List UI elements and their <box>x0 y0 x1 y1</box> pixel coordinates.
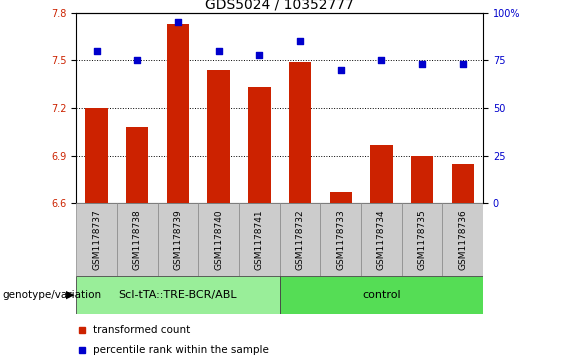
Bar <box>117 203 158 276</box>
Bar <box>126 127 149 203</box>
Bar <box>76 203 117 276</box>
Bar <box>239 203 280 276</box>
Text: GSM1178739: GSM1178739 <box>173 209 182 270</box>
Text: GSM1178736: GSM1178736 <box>458 209 467 270</box>
Bar <box>402 203 442 276</box>
Bar <box>329 192 352 203</box>
Bar <box>76 276 280 314</box>
Point <box>133 57 142 63</box>
Bar <box>167 24 189 203</box>
Text: ScI-tTA::TRE-BCR/ABL: ScI-tTA::TRE-BCR/ABL <box>119 290 237 300</box>
Bar <box>411 156 433 203</box>
Bar <box>370 144 393 203</box>
Point <box>214 48 223 54</box>
Text: percentile rank within the sample: percentile rank within the sample <box>93 345 268 355</box>
Bar <box>451 164 474 203</box>
Bar <box>280 276 483 314</box>
Point <box>418 61 427 67</box>
Title: GDS5024 / 10352777: GDS5024 / 10352777 <box>205 0 354 12</box>
Bar <box>442 203 483 276</box>
Text: GSM1178740: GSM1178740 <box>214 209 223 270</box>
Text: GSM1178734: GSM1178734 <box>377 209 386 270</box>
Bar <box>320 203 361 276</box>
Bar <box>361 203 402 276</box>
Bar <box>289 62 311 203</box>
Text: ▶: ▶ <box>66 290 75 300</box>
Text: genotype/variation: genotype/variation <box>3 290 102 300</box>
Text: GSM1178733: GSM1178733 <box>336 209 345 270</box>
Bar <box>207 70 230 203</box>
Text: GSM1178741: GSM1178741 <box>255 209 264 270</box>
Point <box>458 61 467 67</box>
Point <box>255 52 264 58</box>
Point <box>377 57 386 63</box>
Point <box>295 38 305 44</box>
Text: GSM1178737: GSM1178737 <box>92 209 101 270</box>
Point <box>173 19 182 25</box>
Text: transformed count: transformed count <box>93 325 190 335</box>
Point <box>336 67 345 73</box>
Bar <box>280 203 320 276</box>
Bar <box>198 203 239 276</box>
Text: GSM1178738: GSM1178738 <box>133 209 142 270</box>
Bar <box>158 203 198 276</box>
Bar <box>248 87 271 203</box>
Text: GSM1178735: GSM1178735 <box>418 209 427 270</box>
Text: GSM1178732: GSM1178732 <box>295 209 305 270</box>
Text: control: control <box>362 290 401 300</box>
Point <box>92 48 101 54</box>
Bar <box>85 108 108 203</box>
